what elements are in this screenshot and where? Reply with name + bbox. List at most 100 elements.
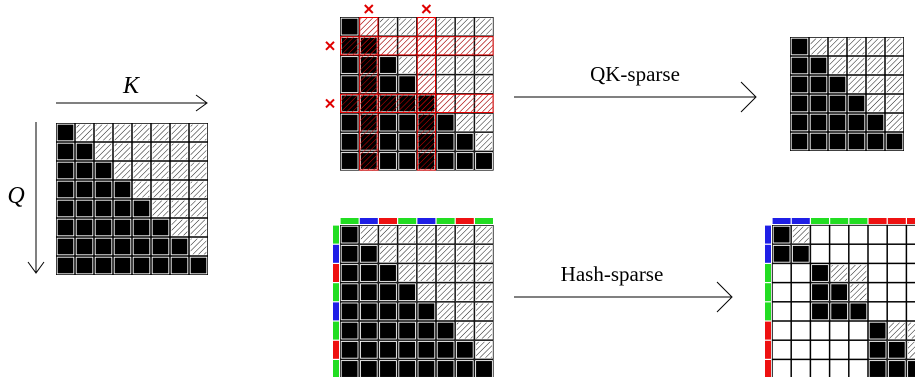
hash-result-cell-r2-c7: [906, 263, 915, 283]
qk-cell-r3-c2: [379, 75, 397, 94]
hash-cell-r4-c1: [359, 302, 378, 321]
qk-result-cell-r4-c0: [790, 113, 809, 132]
hash-result-row-bucket-1: [765, 244, 771, 263]
hash-result-cell-r0-c5: [867, 224, 888, 245]
full-cell-r2-c3: [113, 161, 132, 180]
hash-cell-r1-c6: [455, 244, 474, 263]
qk-cell-r0-c2: [379, 17, 397, 36]
qk-cell-r2-c0: [340, 56, 359, 74]
full-cell-r4-c4: [132, 199, 151, 218]
full-cell-r6-c0: [56, 237, 75, 256]
qk-cell-r3-c0: [340, 75, 359, 94]
hash-cell-r5-c2: [379, 321, 397, 340]
hash-cell-r5-c5: [436, 321, 455, 340]
hash-cell-r1-c0: [340, 244, 359, 263]
hash-result-cell-r3-c5: [867, 282, 888, 302]
drop-marker-left-1: [325, 41, 335, 51]
qk-result-cell-r5-c2: [828, 132, 847, 151]
hash-result-cell-r1-c5: [867, 244, 888, 264]
hash-result-cell-r3-c0: [771, 282, 792, 302]
hash-result-cell-r6-c6: [887, 340, 906, 359]
hash-result-cell-r0-c1: [791, 225, 810, 244]
qk-sparse-arrow: QK-sparse: [514, 62, 757, 113]
hash-cell-r4-c4: [417, 302, 436, 321]
k-axis: K: [56, 73, 208, 112]
qk-result-cell-r0-c0: [790, 37, 809, 56]
hash-cell-r0-c2: [379, 225, 397, 244]
qk-result-cell-r5-c3: [847, 132, 866, 151]
hash-cell-r0-c7: [475, 225, 493, 244]
hash-cell-r1-c1: [359, 244, 378, 263]
qk-result-cell-r1-c4: [866, 56, 885, 75]
hash-cell-r4-c2: [379, 302, 397, 321]
hash-result-cell-r6-c5: [868, 340, 887, 359]
hash-result-cell-r0-c6: [887, 224, 907, 245]
hash-cell-r4-c7: [475, 302, 493, 321]
hash-result-col-bucket-5: [868, 218, 887, 224]
hash-cell-r1-c3: [398, 244, 417, 263]
qk-cell-r6-c0: [340, 132, 359, 151]
full-cell-r2-c5: [151, 161, 170, 180]
full-cell-r3-c5: [151, 180, 170, 199]
hash-result-cell-r2-c3: [830, 264, 849, 282]
hash-cell-r4-c6: [455, 302, 474, 321]
qk-sparse-label: QK-sparse: [590, 62, 680, 86]
hash-cell-r3-c7: [475, 283, 493, 302]
hash-cell-r6-c0: [340, 340, 359, 359]
hash-cell-r0-c3: [398, 225, 417, 244]
hash-result-cell-r5-c5: [868, 321, 887, 340]
hash-cell-r2-c2: [379, 264, 397, 282]
hash-col-bucket-5: [436, 218, 455, 224]
full-cell-r5-c2: [94, 218, 113, 237]
hash-result-cell-r5-c7: [907, 321, 915, 340]
hash-row-bucket-3: [333, 283, 339, 302]
full-cell-r0-c5: [151, 123, 170, 142]
hash-cell-r3-c0: [340, 283, 359, 302]
qk-result-cell-r3-c5: [885, 94, 904, 113]
full-cell-r2-c4: [132, 161, 151, 180]
hash-result-cell-r5-c2: [810, 320, 830, 341]
qk-cell-r3-c3: [398, 75, 417, 94]
hash-result-col-bucket-1: [791, 218, 810, 224]
qk-result-cell-r2-c4: [866, 75, 885, 94]
full-cell-r6-c1: [75, 237, 94, 256]
qk-cell-r2-c6: [455, 56, 474, 74]
hash-cell-r3-c6: [455, 283, 474, 302]
qk-cell-r5-c5: [436, 113, 455, 132]
hash-result-col-bucket-6: [887, 218, 906, 224]
hash-sparse-result-matrix: [765, 218, 915, 377]
full-cell-r1-c2: [94, 142, 113, 161]
full-cell-r4-c7: [189, 199, 208, 218]
hash-row-bucket-6: [333, 340, 339, 359]
hash-cell-r7-c1: [359, 360, 378, 377]
qk-cell-r0-c0: [340, 17, 359, 36]
full-cell-r7-c7: [189, 256, 208, 275]
hash-result-cell-r0-c4: [848, 224, 869, 245]
hash-result-row-bucket-3: [765, 283, 771, 302]
hash-col-bucket-4: [417, 218, 436, 224]
drop-marker-top-1: [364, 4, 374, 14]
full-cell-r3-c7: [189, 180, 208, 199]
hash-result-col-bucket-7: [907, 218, 915, 224]
full-attention-matrix: [56, 123, 208, 275]
hash-cell-r2-c6: [455, 264, 474, 282]
full-cell-r6-c3: [113, 237, 132, 256]
full-cell-r0-c0: [56, 123, 75, 142]
hash-result-cell-r1-c2: [810, 244, 830, 264]
hash-result-cell-r4-c5: [867, 301, 888, 322]
hash-result-cell-r4-c4: [849, 302, 868, 321]
full-cell-r3-c1: [75, 180, 94, 199]
hash-result-cell-r1-c4: [848, 244, 869, 264]
hash-result-cell-r7-c3: [829, 359, 849, 377]
hash-result-cell-r0-c0: [772, 225, 791, 244]
hash-result-col-bucket-4: [849, 218, 868, 224]
qk-cell-r3-c5: [436, 75, 455, 94]
full-cell-r7-c6: [170, 256, 189, 275]
hash-cell-r2-c7: [475, 264, 493, 282]
hash-result-cell-r4-c6: [887, 301, 907, 322]
hash-cell-r2-c4: [417, 264, 436, 282]
full-cell-r3-c2: [94, 180, 113, 199]
hash-cell-r3-c2: [379, 283, 397, 302]
qk-result-cell-r3-c1: [809, 94, 828, 113]
qk-result-cell-r1-c2: [828, 56, 847, 75]
